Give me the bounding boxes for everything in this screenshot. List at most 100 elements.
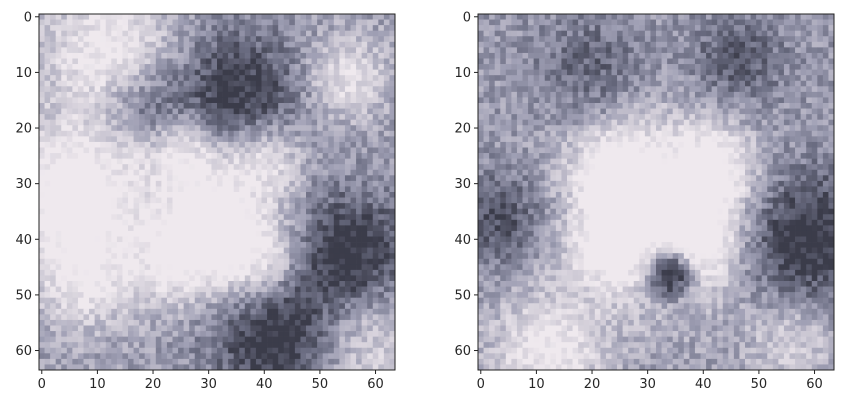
heatmap-cell: [289, 153, 296, 159]
heatmap-cell: [50, 147, 57, 154]
heatmap-cell: [50, 97, 57, 104]
heatmap-cell: [344, 75, 351, 82]
heatmap-cell: [356, 269, 362, 276]
heatmap-cell: [344, 153, 351, 159]
heatmap-cell: [294, 208, 301, 215]
heatmap-cell: [283, 347, 290, 354]
heatmap-cell: [356, 58, 362, 65]
heatmap-cell: [306, 41, 312, 48]
heatmap-cell: [200, 64, 207, 70]
heatmap-cell: [628, 14, 635, 20]
heatmap-cell: [255, 331, 262, 337]
heatmap-cell: [289, 303, 296, 310]
heatmap-cell: [39, 331, 45, 337]
heatmap-cell: [144, 75, 151, 82]
heatmap-cell: [111, 258, 118, 265]
heatmap-cell: [350, 103, 357, 109]
heatmap-cell: [317, 219, 324, 226]
heatmap-cell: [372, 47, 379, 54]
heatmap-cell: [372, 281, 379, 287]
heatmap-cell: [155, 14, 162, 20]
heatmap-cell: [594, 47, 601, 54]
heatmap-cell: [200, 314, 207, 321]
heatmap-cell: [194, 180, 201, 187]
heatmap-cell: [389, 364, 396, 371]
heatmap-cell: [322, 41, 329, 48]
heatmap-cell: [128, 292, 134, 299]
heatmap-cell: [317, 319, 324, 326]
heatmap-cell: [367, 153, 374, 159]
heatmap-cell: [633, 14, 640, 20]
heatmap-cell: [722, 41, 729, 48]
heatmap-cell: [233, 319, 240, 326]
heatmap-cell: [250, 258, 257, 265]
heatmap-cell: [161, 303, 168, 310]
heatmap-cell: [239, 91, 246, 98]
heatmap-cell: [350, 264, 357, 271]
heatmap-cell: [389, 292, 396, 299]
heatmap-cell: [161, 192, 168, 198]
heatmap-cell: [250, 319, 257, 326]
heatmap-cell: [139, 19, 146, 26]
heatmap-cell: [272, 325, 279, 332]
heatmap-cell: [356, 19, 362, 26]
heatmap-cell: [183, 47, 190, 54]
heatmap-cell: [283, 314, 290, 321]
heatmap-cell: [44, 242, 51, 248]
heatmap-cell: [178, 297, 184, 304]
heatmap-cell: [539, 58, 546, 65]
heatmap-cell: [194, 275, 201, 282]
heatmap-cell: [350, 97, 357, 104]
heatmap-cell: [283, 47, 290, 54]
heatmap-cell: [66, 308, 73, 315]
heatmap-cell: [278, 153, 285, 159]
heatmap-cell: [189, 186, 196, 193]
heatmap-cell: [233, 47, 240, 54]
heatmap-cell: [278, 353, 285, 360]
heatmap-cell: [200, 219, 207, 226]
heatmap-cell: [350, 136, 357, 143]
heatmap-cell: [267, 258, 273, 265]
heatmap-cell: [361, 253, 368, 260]
heatmap-cell: [567, 41, 573, 48]
heatmap-cell: [767, 36, 774, 43]
heatmap-cell: [155, 91, 162, 98]
heatmap-cell: [383, 58, 390, 65]
heatmap-cell: [311, 264, 318, 271]
heatmap-cell: [105, 364, 112, 371]
heatmap-cell: [756, 14, 763, 20]
heatmap-cell: [278, 342, 285, 349]
heatmap-cell: [761, 30, 768, 37]
heatmap-cell: [383, 186, 390, 193]
heatmap-cell: [166, 308, 173, 315]
heatmap-cell: [166, 130, 173, 137]
heatmap-cell: [133, 14, 140, 20]
heatmap-cell: [283, 336, 290, 343]
heatmap-cell: [322, 281, 329, 287]
heatmap-cell: [650, 86, 657, 93]
heatmap-cell: [717, 69, 724, 76]
heatmap-cell: [72, 141, 79, 148]
heatmap-cell: [622, 86, 629, 93]
heatmap-cell: [311, 180, 318, 187]
heatmap-cell: [150, 153, 157, 159]
heatmap-cell: [272, 331, 279, 337]
heatmap-cell: [178, 108, 184, 115]
heatmap-cell: [706, 25, 712, 32]
heatmap-cell: [172, 269, 179, 276]
heatmap-cell: [233, 158, 240, 165]
heatmap-cell: [83, 192, 90, 198]
heatmap-cell: [200, 230, 207, 237]
heatmap-cell: [183, 325, 190, 332]
heatmap-cell: [105, 281, 112, 287]
heatmap-cell: [383, 147, 390, 154]
heatmap-cell: [317, 281, 324, 287]
heatmap-cell: [39, 192, 45, 198]
heatmap-cell: [205, 347, 212, 354]
heatmap-cell: [66, 180, 73, 187]
heatmap-cell: [178, 158, 184, 165]
heatmap-cell: [178, 308, 184, 315]
heatmap-cell: [322, 253, 329, 260]
heatmap-cell: [572, 75, 579, 82]
heatmap-cell: [272, 108, 279, 115]
